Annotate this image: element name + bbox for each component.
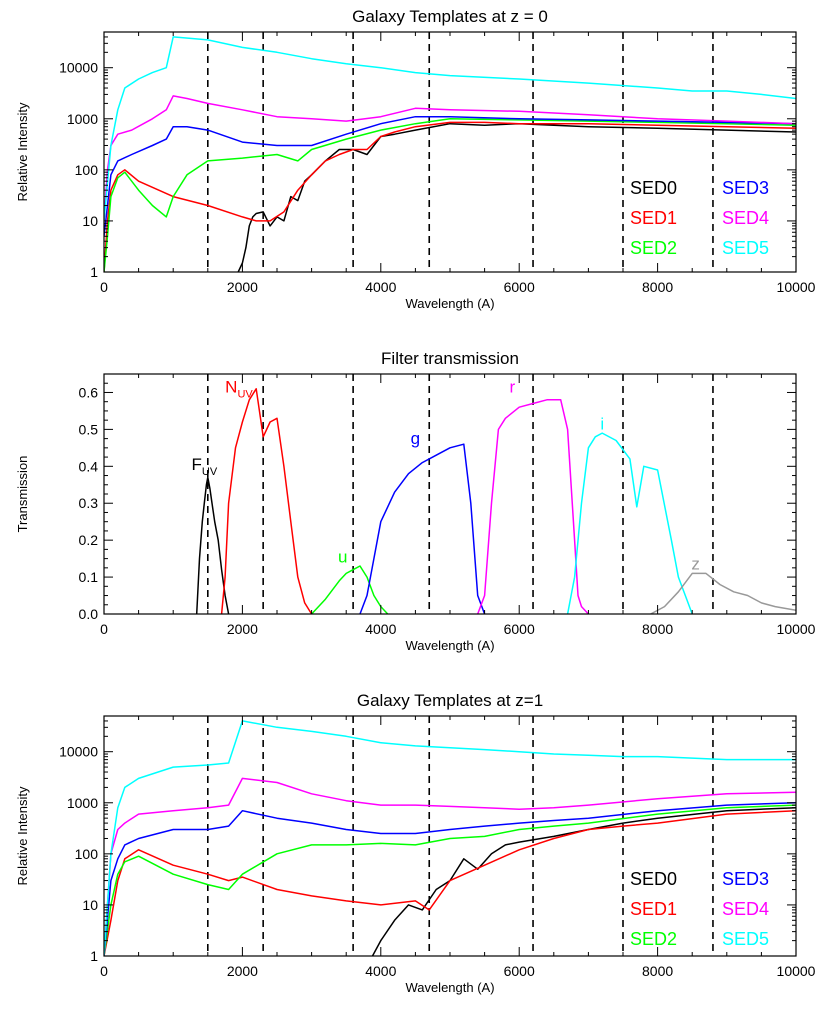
series-line-sed0	[371, 806, 796, 956]
y-tick-label: 100	[75, 846, 99, 862]
series-line-sed2	[104, 118, 796, 272]
x-tick-label: 8000	[642, 621, 673, 637]
legend-entry-sed1: SED1	[630, 899, 677, 919]
legend-entry-sed2: SED2	[630, 929, 677, 949]
panel-filter-transmission: Filter transmission 0 2000 4000 6000 8000 1000…	[15, 349, 816, 653]
legend-entry-sed5: SED5	[722, 929, 769, 949]
series-line-sed4	[104, 95, 796, 221]
series-group	[104, 720, 796, 956]
series-line-g	[359, 443, 486, 614]
legend-entry-sed0: SED0	[630, 178, 677, 198]
filter-label-z: z	[691, 555, 700, 574]
legend-entry-sed2: SED2	[630, 238, 677, 258]
x-tick-label: 10000	[777, 621, 816, 637]
series-line-sed2	[104, 804, 796, 956]
legend-entry-sed3: SED3	[722, 178, 769, 198]
y-tick-label: 0.5	[79, 421, 99, 437]
panel-galaxy-templates-z1: Galaxy Templates at z=1 0 2000 4000 6000 8000…	[15, 691, 816, 995]
legend-entry-sed3: SED3	[722, 869, 769, 889]
filter-label-u: u	[338, 547, 347, 566]
legend-entry-sed5: SED5	[722, 238, 769, 258]
series-group	[104, 36, 796, 272]
y-tick-label: 1000	[67, 111, 98, 127]
y-tick-label: 1	[90, 948, 98, 964]
x-tick-label: 2000	[227, 279, 258, 295]
y-tick-label: 0.4	[79, 458, 99, 474]
filter-label-n: NUV	[225, 377, 253, 400]
panel-galaxy-templates-z0: Galaxy Templates at z = 0 0 2000 4000 6000 80…	[15, 7, 816, 311]
series-line-n	[220, 388, 313, 614]
x-tick-label: 10000	[777, 963, 816, 979]
series-line-u	[311, 565, 389, 614]
y-tick-label: 1	[90, 264, 98, 280]
x-tick-label: 8000	[642, 279, 673, 295]
x-tick-label: 0	[100, 963, 108, 979]
series-line-r	[476, 399, 589, 614]
x-tick-label: 10000	[777, 279, 816, 295]
x-tick-label: 6000	[504, 963, 535, 979]
chart-title: Galaxy Templates at z = 0	[352, 7, 548, 26]
x-tick-label: 2000	[227, 963, 258, 979]
series-line-sed5	[104, 36, 796, 221]
legend-entry-sed0: SED0	[630, 869, 677, 889]
x-axis-label: Wavelength (A)	[405, 638, 494, 653]
chart-title: Filter transmission	[381, 349, 519, 368]
series-line-sed3	[104, 115, 796, 237]
x-tick-label: 4000	[365, 279, 396, 295]
x-axis-label: Wavelength (A)	[405, 296, 494, 311]
filter-label-g: g	[411, 429, 420, 448]
y-tick-label: 0.2	[79, 532, 99, 548]
y-tick-label: 10	[82, 897, 98, 913]
y-axis-label: Transmission	[15, 456, 30, 533]
series-line-sed4	[104, 777, 796, 956]
x-tick-label: 0	[100, 279, 108, 295]
series-line-z	[650, 572, 796, 614]
series-line-f	[195, 476, 230, 614]
x-tick-label: 4000	[365, 621, 396, 637]
series-line-sed1	[104, 121, 796, 272]
x-tick-label: 2000	[227, 621, 258, 637]
y-tick-label: 10	[82, 213, 98, 229]
y-tick-label: 100	[75, 162, 99, 178]
x-tick-label: 4000	[365, 963, 396, 979]
y-tick-label: 1000	[67, 795, 98, 811]
y-tick-label: 10000	[59, 744, 98, 760]
y-tick-label: 0.1	[79, 569, 99, 585]
y-tick-label: 0.0	[79, 606, 99, 622]
series-line-sed1	[104, 809, 796, 956]
chart-title: Galaxy Templates at z=1	[357, 691, 543, 710]
series-line-i	[566, 432, 693, 614]
x-tick-label: 6000	[504, 621, 535, 637]
legend-entry-sed1: SED1	[630, 208, 677, 228]
y-tick-label: 0.6	[79, 384, 99, 400]
filter-label-i: i	[600, 414, 604, 433]
series-group	[195, 388, 796, 614]
series-line-sed5	[104, 720, 796, 956]
y-axis-label: Relative Intensity	[15, 102, 30, 201]
series-line-sed3	[104, 802, 796, 956]
filter-label-r: r	[509, 377, 515, 396]
y-tick-label: 10000	[59, 60, 98, 76]
x-tick-label: 0	[100, 621, 108, 637]
legend-entry-sed4: SED4	[722, 208, 769, 228]
legend-entry-sed4: SED4	[722, 899, 769, 919]
x-axis-label: Wavelength (A)	[405, 980, 494, 995]
x-tick-label: 6000	[504, 279, 535, 295]
filter-label-f: FUV	[192, 455, 218, 478]
y-tick-label: 0.3	[79, 495, 99, 511]
y-axis-label: Relative Intensity	[15, 786, 30, 885]
x-tick-label: 8000	[642, 963, 673, 979]
